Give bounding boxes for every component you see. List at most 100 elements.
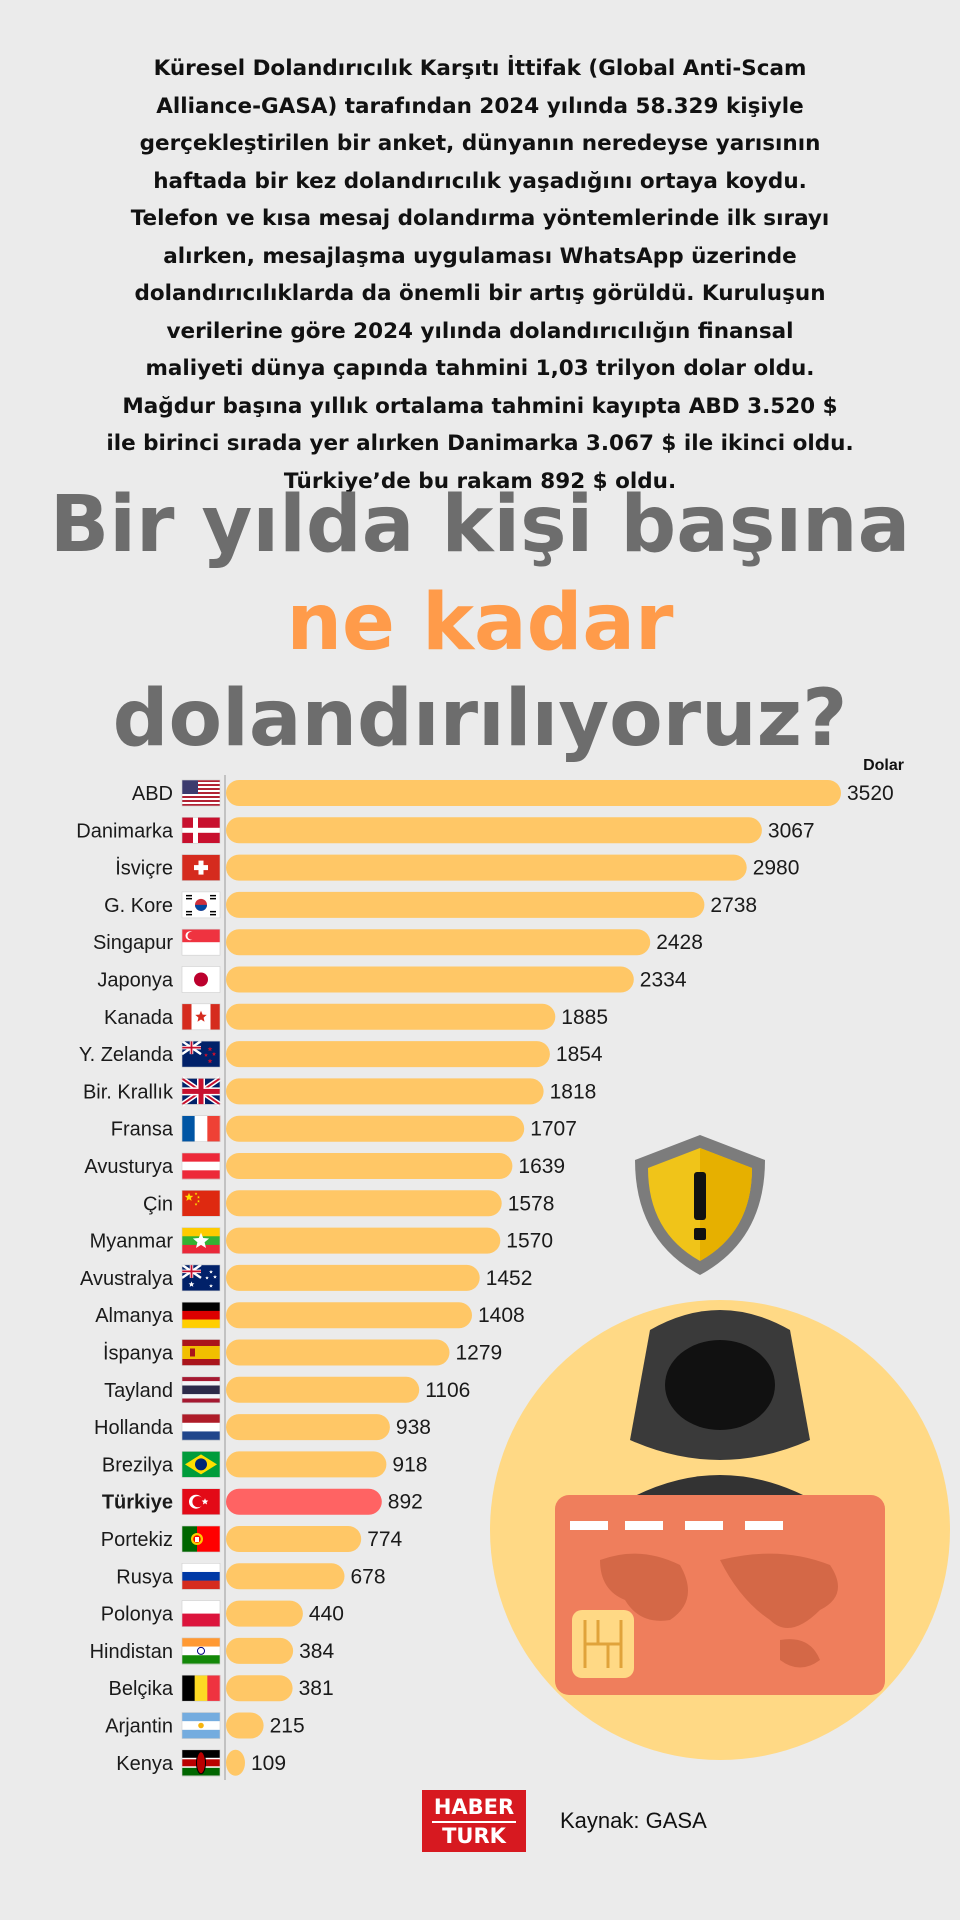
- value-label: 381: [299, 1677, 334, 1700]
- flag-icon-kr: [181, 891, 221, 919]
- card-dash: [685, 1521, 723, 1530]
- chart-row: Arjantin 215: [105, 1712, 305, 1739]
- chart-row: Hindistan 384: [90, 1637, 334, 1665]
- headline-line-2: ne kadar: [286, 578, 674, 668]
- chart-row: ABD 3520: [132, 779, 894, 807]
- category-label: İspanya: [103, 1342, 174, 1365]
- chart-row: Singapur 2428: [93, 928, 703, 956]
- bar: [226, 1041, 550, 1068]
- value-label: 1818: [550, 1080, 597, 1103]
- chart-row: Hollanda 938: [94, 1413, 431, 1441]
- chart-row: G. Kore 2738: [104, 891, 757, 919]
- category-label: Japonya: [97, 970, 173, 992]
- value-label: 2980: [753, 857, 800, 880]
- hacker-face-shadow: [665, 1340, 775, 1430]
- category-label: Avusturya: [84, 1156, 173, 1178]
- category-label: İsviçre: [115, 857, 173, 880]
- category-label: Kanada: [104, 1007, 174, 1029]
- chart-row: Almanya 1408: [95, 1301, 525, 1329]
- chart-row: Brezilya 918: [102, 1451, 427, 1478]
- logo-line-1: HABER: [433, 1795, 515, 1819]
- bar: [226, 1078, 544, 1105]
- exclamation-dot: [694, 1228, 706, 1240]
- bar: [226, 1153, 513, 1179]
- flag-icon-cn: [181, 1190, 221, 1217]
- value-label: 1106: [425, 1379, 470, 1402]
- category-label: Danimarka: [76, 820, 174, 842]
- intro-line: Mağdur başına yıllık ortalama tahmini ka…: [122, 393, 838, 419]
- value-label: 1279: [456, 1342, 503, 1365]
- value-label: 678: [351, 1565, 386, 1588]
- flag-icon-jp: [181, 966, 221, 993]
- category-label: Singapur: [93, 932, 173, 954]
- category-label: Fransa: [111, 1119, 174, 1141]
- bar: [226, 1563, 345, 1590]
- value-label: 215: [270, 1715, 305, 1738]
- haberturk-logo: HABER TURK: [422, 1790, 526, 1852]
- card-chip-lines: [583, 1620, 623, 1668]
- category-label: G. Kore: [104, 895, 173, 917]
- intro-line: haftada bir kez dolandırıcılık yaşadığın…: [153, 168, 807, 194]
- bar: [226, 966, 634, 993]
- flag-icon-ru: [181, 1563, 221, 1590]
- flag-icon-pt: [181, 1525, 221, 1553]
- bar: [226, 780, 841, 806]
- flag-icon-mm: [181, 1227, 221, 1254]
- chart-row: Tayland 1106: [104, 1376, 470, 1404]
- intro-line: Alliance-GASA) tarafından 2024 yılında 5…: [156, 93, 804, 119]
- intro-line: Telefon ve kısa mesaj dolandırma yönteml…: [130, 206, 830, 231]
- scammer-illustration: [490, 1135, 950, 1760]
- logo-divider: [432, 1821, 516, 1823]
- bar: [226, 1451, 387, 1478]
- exclamation-bar: [694, 1172, 706, 1220]
- card-map-shape: [600, 1553, 688, 1621]
- chart-row: Avustralya 1452: [80, 1263, 532, 1292]
- bar: [226, 1003, 556, 1030]
- bars-layer: ABD 3520 Danimarka 3067 İsviçre 2980 G. Kore 27…: [76, 779, 894, 1777]
- category-label: ABD: [132, 783, 173, 805]
- flag-icon-gb: [180, 1076, 222, 1107]
- intro-line: maliyeti dünya çapında tahmini 1,03 tril…: [145, 356, 815, 381]
- bar: [226, 1637, 294, 1664]
- bar: [226, 1414, 390, 1441]
- card-map-shape: [780, 1639, 820, 1668]
- bar: [226, 1488, 382, 1515]
- value-label: 3520: [847, 782, 894, 805]
- bar: [226, 891, 705, 918]
- intro-line: Türkiye’de bu rakam 892 $ oldu.: [283, 468, 677, 494]
- flag-icon-at: [181, 1152, 221, 1180]
- bar: [226, 1115, 525, 1142]
- chart-row: Kanada 1885: [104, 1003, 608, 1031]
- flag-icon-ar: [181, 1712, 221, 1739]
- flag-icon-pl: [181, 1600, 221, 1627]
- value-label: 1854: [556, 1043, 603, 1066]
- value-label: 1885: [561, 1006, 608, 1029]
- chart-row: Japonya 2334: [97, 966, 687, 993]
- intro-line: gerçekleştirilen bir anket, dünyanın ner…: [139, 131, 821, 156]
- category-label: Hindistan: [90, 1641, 173, 1663]
- category-label: Almanya: [95, 1305, 174, 1327]
- flag-icon-fr: [181, 1115, 221, 1142]
- value-label: 938: [396, 1416, 431, 1439]
- source-label: Kaynak: GASA: [560, 1808, 707, 1833]
- chart-row: Portekiz 774: [101, 1525, 403, 1553]
- headline-line-1: Bir yılda kişi başına: [49, 480, 911, 570]
- chart-row: Çin 1578: [143, 1190, 555, 1217]
- headline-line-3: dolandırılıyoruz?: [112, 674, 848, 764]
- flag-icon-tr: [181, 1488, 221, 1515]
- chart-row: Avusturya 1639: [84, 1152, 565, 1180]
- value-label: 1578: [508, 1192, 555, 1215]
- category-label: Bir. Krallık: [83, 1081, 174, 1103]
- intro-line: dolandırıcılıklarda da önemli bir artış …: [134, 281, 826, 306]
- chart-row: Bir. Krallık 1818: [83, 1076, 597, 1107]
- intro-paragraph: Küresel Dolandırıcılık Karşıtı İttifak (…: [40, 50, 920, 500]
- category-label: Türkiye: [102, 1492, 173, 1514]
- unit-label: Dolar: [863, 757, 904, 774]
- category-label: Hollanda: [94, 1417, 174, 1439]
- bar: [226, 1712, 264, 1739]
- chart-row: Y. Zelanda 1854: [79, 1040, 603, 1068]
- value-label: 1408: [478, 1304, 525, 1327]
- chart-row: Rusya 678: [116, 1563, 386, 1590]
- bar: [226, 1749, 245, 1776]
